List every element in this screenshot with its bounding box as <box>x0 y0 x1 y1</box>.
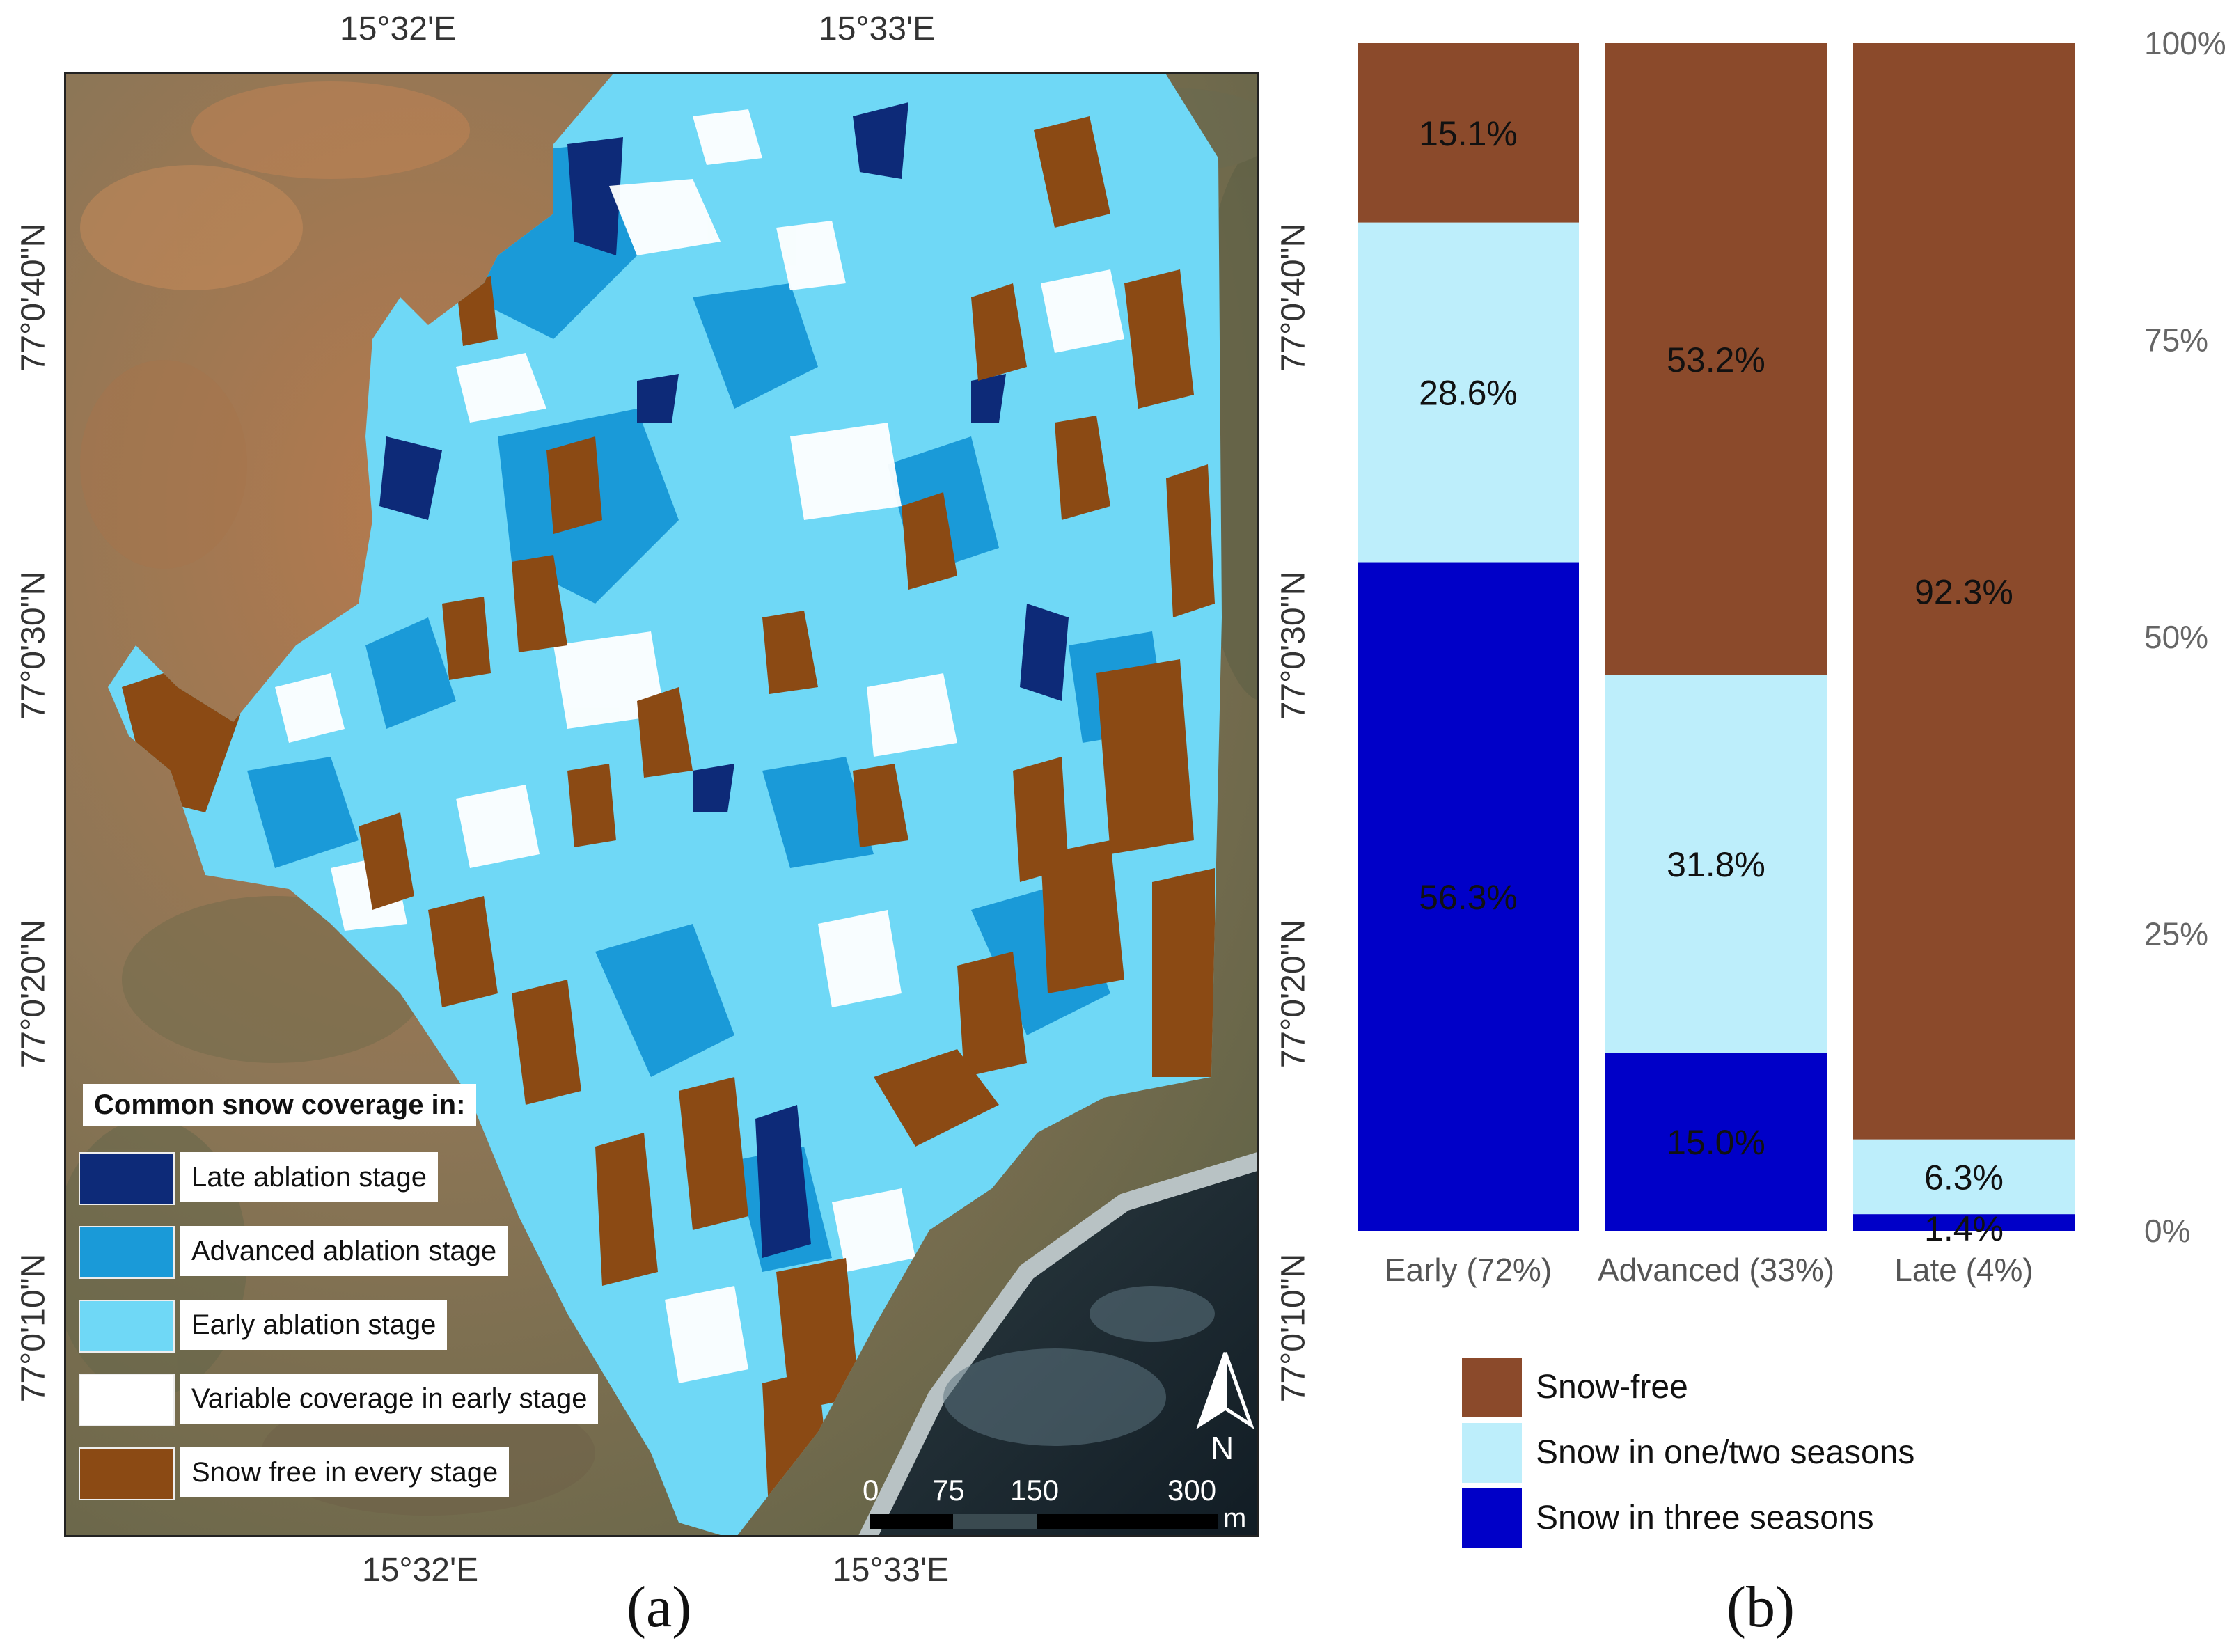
panel-b-label: (b) <box>1726 1575 1795 1639</box>
bar-segment <box>1605 43 1827 675</box>
legend-label: Advanced ablation stage <box>180 1226 508 1276</box>
y-tick-label: 75% <box>2144 322 2208 359</box>
legend-label: Variable coverage in early stage <box>180 1374 599 1424</box>
bar-data-label: 53.2% <box>1667 340 1765 379</box>
legend-item: Variable coverage in early stage <box>79 1374 636 1428</box>
chart-legend-label: Snow in three seasons <box>1536 1500 1874 1536</box>
chart-legend-item: Snow in three seasons <box>1462 1488 2089 1548</box>
lat-right-3: 77°0'20"N <box>1275 919 1312 1069</box>
bar-segment <box>1853 1139 2075 1215</box>
legend-item: Early ablation stage <box>79 1300 636 1354</box>
bar-segment <box>1358 562 1579 1231</box>
x-tick-label: Early (72%) <box>1385 1252 1552 1288</box>
lat-left-1: 77°0'40"N <box>15 223 52 372</box>
stacked-bar-chart: 56.3% 28.6% 15.1% 15.0% 31.8% 53.2% 1.4% 6.3% 92… <box>1358 25 2226 1288</box>
lat-left-2: 77°0'30"N <box>15 571 52 721</box>
bar-data-label: 56.3% <box>1419 878 1518 917</box>
scale-bar: 0 75 150 300 m <box>863 1474 1257 1535</box>
bar-segment <box>1853 43 2075 1140</box>
bars-layer <box>1358 43 2075 1231</box>
scale-bar-track <box>870 1514 1218 1529</box>
bar-segment <box>1605 675 1827 1053</box>
legend-item: Snow free in every stage <box>79 1447 636 1502</box>
sea-texture <box>943 1286 1215 1446</box>
lat-right-1: 77°0'40"N <box>1275 223 1312 372</box>
bar-data-label: 92.3% <box>1914 572 2013 611</box>
legend-swatch <box>79 1226 175 1279</box>
legend-label: Snow free in every stage <box>180 1447 510 1497</box>
legend-item: Late ablation stage <box>79 1152 636 1206</box>
y-tick-label: 25% <box>2144 916 2208 952</box>
chart-legend-label: Snow in one/two seasons <box>1536 1434 1915 1471</box>
chart-legend-label: Snow-free <box>1536 1369 1688 1406</box>
x-tick-label: Advanced (33%) <box>1598 1252 1834 1288</box>
bar-data-label: 1.4% <box>1924 1209 2004 1248</box>
bar-segment <box>1605 1053 1827 1231</box>
legend-swatch <box>79 1300 175 1353</box>
legend-swatch <box>79 1374 175 1426</box>
legend-swatch <box>79 1447 175 1500</box>
lon-top-1: 15°32'E <box>340 10 457 47</box>
sea-area <box>868 1161 1257 1535</box>
bar-data-label: 6.3% <box>1924 1158 2004 1197</box>
legend-title: Common snow coverage in: <box>83 1084 477 1126</box>
legend-label: Late ablation stage <box>180 1152 439 1202</box>
x-tick-label: Late (4%) <box>1894 1252 2033 1288</box>
north-arrow: N <box>1194 1348 1257 1467</box>
scale-unit: m <box>1223 1503 1247 1534</box>
chart-legend-swatch <box>1462 1423 1522 1483</box>
chart-legend-swatch <box>1462 1488 1522 1548</box>
shoreline <box>858 1152 1257 1535</box>
north-label: N <box>1211 1430 1234 1466</box>
y-axis-ticks: 0% 25% 50% 75% 100% <box>2144 25 2226 1249</box>
bar-data-label: 15.1% <box>1419 114 1518 153</box>
lon-top-2: 15°33'E <box>819 10 936 47</box>
lat-left-4: 77°0'10"N <box>15 1253 52 1403</box>
bar-segment <box>1358 222 1579 563</box>
bar-labels-layer: 56.3% 28.6% 15.1% 15.0% 31.8% 53.2% 1.4% 6.3% 92… <box>1419 114 2013 1248</box>
chart-legend: Snow-free Snow in one/two seasons Snow in … <box>1462 1358 2089 1559</box>
map-legend: Common snow coverage in: Late ablation s… <box>73 1077 644 1523</box>
bar-data-label: 31.8% <box>1667 845 1765 884</box>
north-arrow-icon <box>1196 1352 1254 1430</box>
lon-bottom-2: 15°33'E <box>833 1552 950 1589</box>
legend-swatch <box>79 1152 175 1205</box>
x-axis-ticks: Early (72%) Advanced (33%) Late (4%) <box>1385 1252 2034 1288</box>
lon-bottom-1: 15°32'E <box>362 1552 479 1589</box>
panel-a-label: (a) <box>627 1575 692 1639</box>
legend-item: Advanced ablation stage <box>79 1226 636 1280</box>
lat-left-3: 77°0'20"N <box>15 919 52 1069</box>
y-tick-label: 0% <box>2144 1213 2190 1249</box>
legend-label: Early ablation stage <box>180 1300 448 1350</box>
bar-data-label: 28.6% <box>1419 374 1518 413</box>
chart-legend-item: Snow-free <box>1462 1358 2089 1417</box>
y-tick-label: 50% <box>2144 619 2208 655</box>
chart-legend-item: Snow in one/two seasons <box>1462 1423 2089 1483</box>
scale-tick-0: 0 <box>863 1474 879 1507</box>
y-tick-label: 100% <box>2144 25 2226 61</box>
lat-right-2: 77°0'30"N <box>1275 571 1312 721</box>
scale-tick-75: 75 <box>932 1474 965 1507</box>
bar-segment <box>1358 43 1579 223</box>
snow-coverage-map: Common snow coverage in: Late ablation s… <box>64 72 1259 1537</box>
bar-data-label: 15.0% <box>1667 1123 1765 1162</box>
scale-tick-150: 150 <box>1010 1474 1060 1507</box>
bar-segment <box>1853 1214 2075 1231</box>
scale-tick-300: 300 <box>1167 1474 1217 1507</box>
lat-right-4: 77°0'10"N <box>1275 1253 1312 1403</box>
chart-legend-swatch <box>1462 1358 1522 1417</box>
